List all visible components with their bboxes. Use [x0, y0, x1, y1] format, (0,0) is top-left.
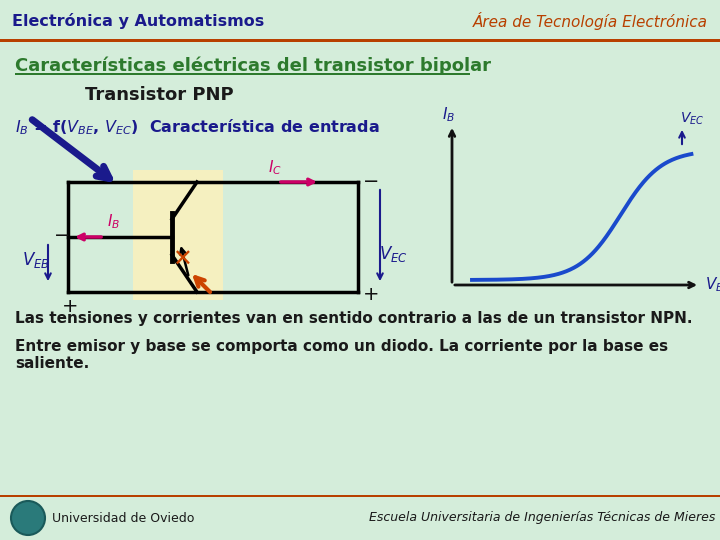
- Text: $V_{EC}$: $V_{EC}$: [680, 111, 704, 127]
- Text: Escuela Universitaria de Ingenierías Técnicas de Mieres: Escuela Universitaria de Ingenierías Téc…: [369, 511, 715, 524]
- Bar: [0, 495, 720, 497]
- Text: −: −: [54, 226, 71, 246]
- Text: $V_{EB}$: $V_{EB}$: [22, 249, 50, 269]
- Text: $V_{EC}$: $V_{EC}$: [379, 245, 408, 265]
- Text: Entre emisor y base se comporta como un diodo. La corriente por la base es: Entre emisor y base se comporta como un …: [15, 339, 668, 354]
- Text: −: −: [363, 172, 379, 191]
- Bar: [0, 38, 720, 42]
- Text: $I_B$: $I_B$: [442, 106, 456, 124]
- Text: Transistor PNP: Transistor PNP: [85, 86, 233, 104]
- Text: Área de Tecnología Electrónica: Área de Tecnología Electrónica: [473, 12, 708, 30]
- Text: +: +: [62, 296, 78, 315]
- Text: $I_B$ = f($V_{BE}$, $V_{EC}$)  Característica de entrada: $I_B$ = f($V_{BE}$, $V_{EC}$) Caracterís…: [15, 117, 379, 137]
- Text: saliente.: saliente.: [15, 356, 89, 372]
- Text: Universidad de Oviedo: Universidad de Oviedo: [52, 511, 194, 524]
- Circle shape: [11, 501, 45, 535]
- Bar: [15, 73, 470, 75]
- Bar: [133, 170, 223, 300]
- Text: $I_C$: $I_C$: [268, 159, 282, 177]
- Text: Características eléctricas del transistor bipolar: Características eléctricas del transisto…: [15, 57, 491, 75]
- Text: Electrónica y Automatismos: Electrónica y Automatismos: [12, 13, 264, 29]
- Text: +: +: [363, 285, 379, 303]
- Text: $V_{EB}$: $V_{EB}$: [705, 275, 720, 294]
- Text: Las tensiones y corrientes van en sentido contrario a las de un transistor NPN.: Las tensiones y corrientes van en sentid…: [15, 310, 693, 326]
- Text: ✕: ✕: [172, 248, 192, 272]
- Text: $I_B$: $I_B$: [107, 213, 120, 231]
